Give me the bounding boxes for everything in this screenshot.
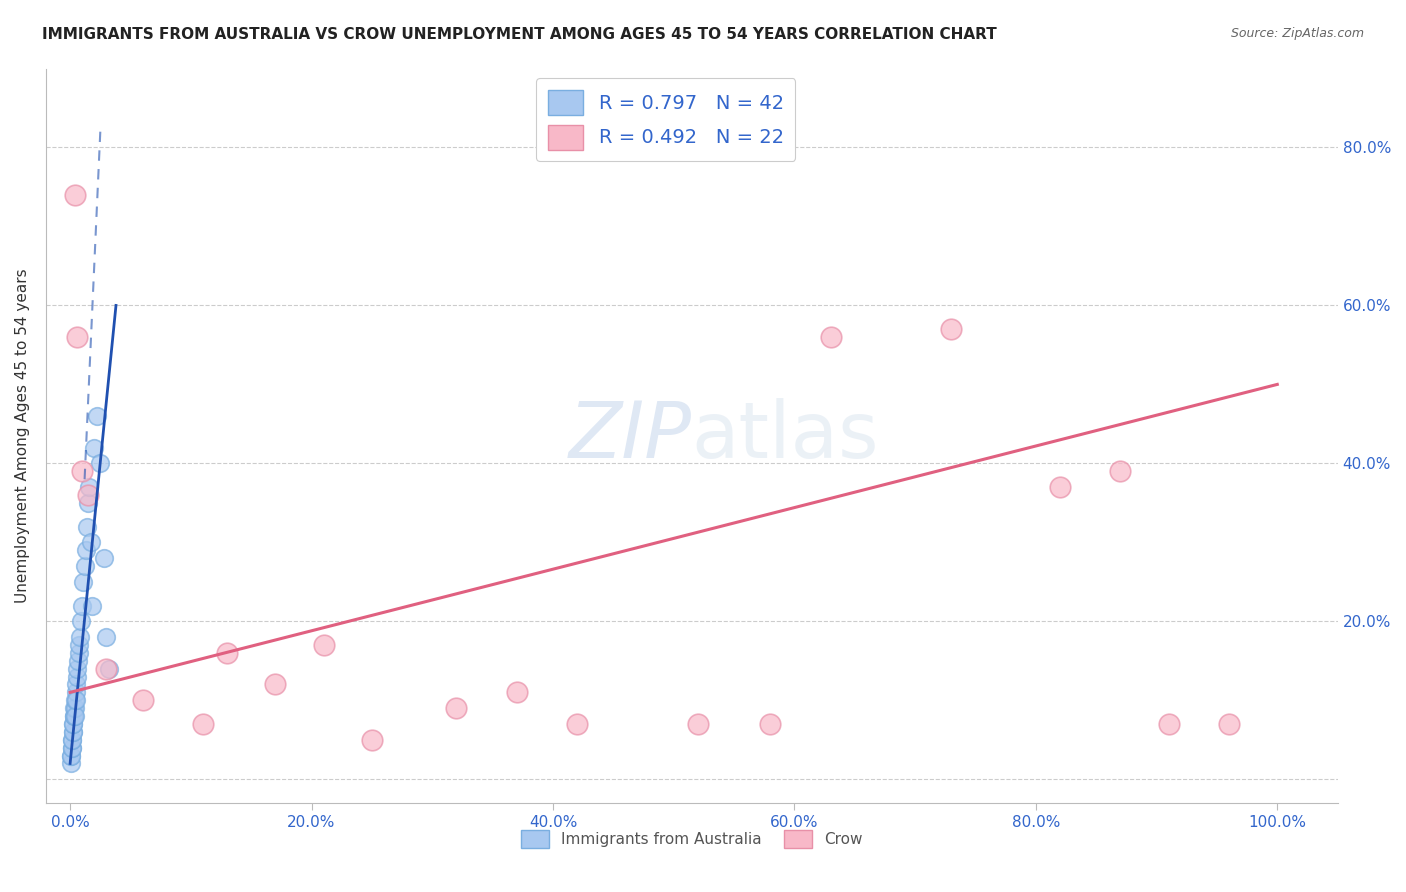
Point — [86, 409, 108, 423]
Point — [446, 701, 468, 715]
Text: atlas: atlas — [692, 398, 879, 474]
Point — [1157, 717, 1180, 731]
Point — [60, 740, 83, 755]
Point — [96, 662, 118, 676]
Text: ZIP: ZIP — [569, 398, 692, 474]
Point — [70, 599, 93, 613]
Point — [63, 701, 86, 715]
Point — [66, 662, 89, 676]
Point — [264, 677, 287, 691]
Point — [96, 630, 118, 644]
Point — [312, 638, 335, 652]
Point — [215, 646, 238, 660]
Y-axis label: Unemployment Among Ages 45 to 54 years: Unemployment Among Ages 45 to 54 years — [15, 268, 30, 603]
Point — [191, 717, 214, 731]
Point — [67, 638, 90, 652]
Point — [89, 456, 111, 470]
Point — [77, 488, 100, 502]
Point — [67, 646, 90, 660]
Text: Source: ZipAtlas.com: Source: ZipAtlas.com — [1230, 27, 1364, 40]
Point — [65, 685, 87, 699]
Point — [686, 717, 709, 731]
Point — [62, 709, 84, 723]
Point — [60, 732, 83, 747]
Point — [62, 717, 84, 731]
Point — [70, 464, 93, 478]
Point — [66, 669, 89, 683]
Point — [83, 441, 105, 455]
Point — [66, 330, 89, 344]
Point — [69, 630, 91, 644]
Point — [63, 693, 86, 707]
Point — [941, 322, 963, 336]
Point — [63, 709, 86, 723]
Point — [60, 732, 83, 747]
Point — [62, 724, 84, 739]
Point — [65, 677, 87, 691]
Point — [62, 717, 84, 731]
Point — [759, 717, 782, 731]
Point — [76, 519, 98, 533]
Point — [1218, 717, 1240, 731]
Point — [79, 535, 101, 549]
Point — [59, 756, 82, 771]
Point — [60, 748, 83, 763]
Point — [63, 709, 86, 723]
Point — [97, 662, 120, 676]
Point — [62, 724, 84, 739]
Point — [65, 693, 87, 707]
Point — [506, 685, 529, 699]
Point — [131, 693, 153, 707]
Point — [66, 654, 89, 668]
Point — [565, 717, 588, 731]
Point — [1109, 464, 1132, 478]
Point — [63, 701, 86, 715]
Point — [93, 551, 115, 566]
Point — [60, 748, 83, 763]
Point — [72, 574, 94, 589]
Point — [63, 187, 86, 202]
Point — [60, 740, 83, 755]
Point — [77, 496, 100, 510]
Point — [79, 480, 101, 494]
Point — [73, 559, 96, 574]
Point — [75, 543, 97, 558]
Legend: Immigrants from Australia, Crow: Immigrants from Australia, Crow — [515, 824, 869, 854]
Point — [80, 599, 103, 613]
Text: IMMIGRANTS FROM AUSTRALIA VS CROW UNEMPLOYMENT AMONG AGES 45 TO 54 YEARS CORRELA: IMMIGRANTS FROM AUSTRALIA VS CROW UNEMPL… — [42, 27, 997, 42]
Point — [70, 615, 93, 629]
Point — [1049, 480, 1071, 494]
Point — [820, 330, 842, 344]
Point — [361, 732, 384, 747]
